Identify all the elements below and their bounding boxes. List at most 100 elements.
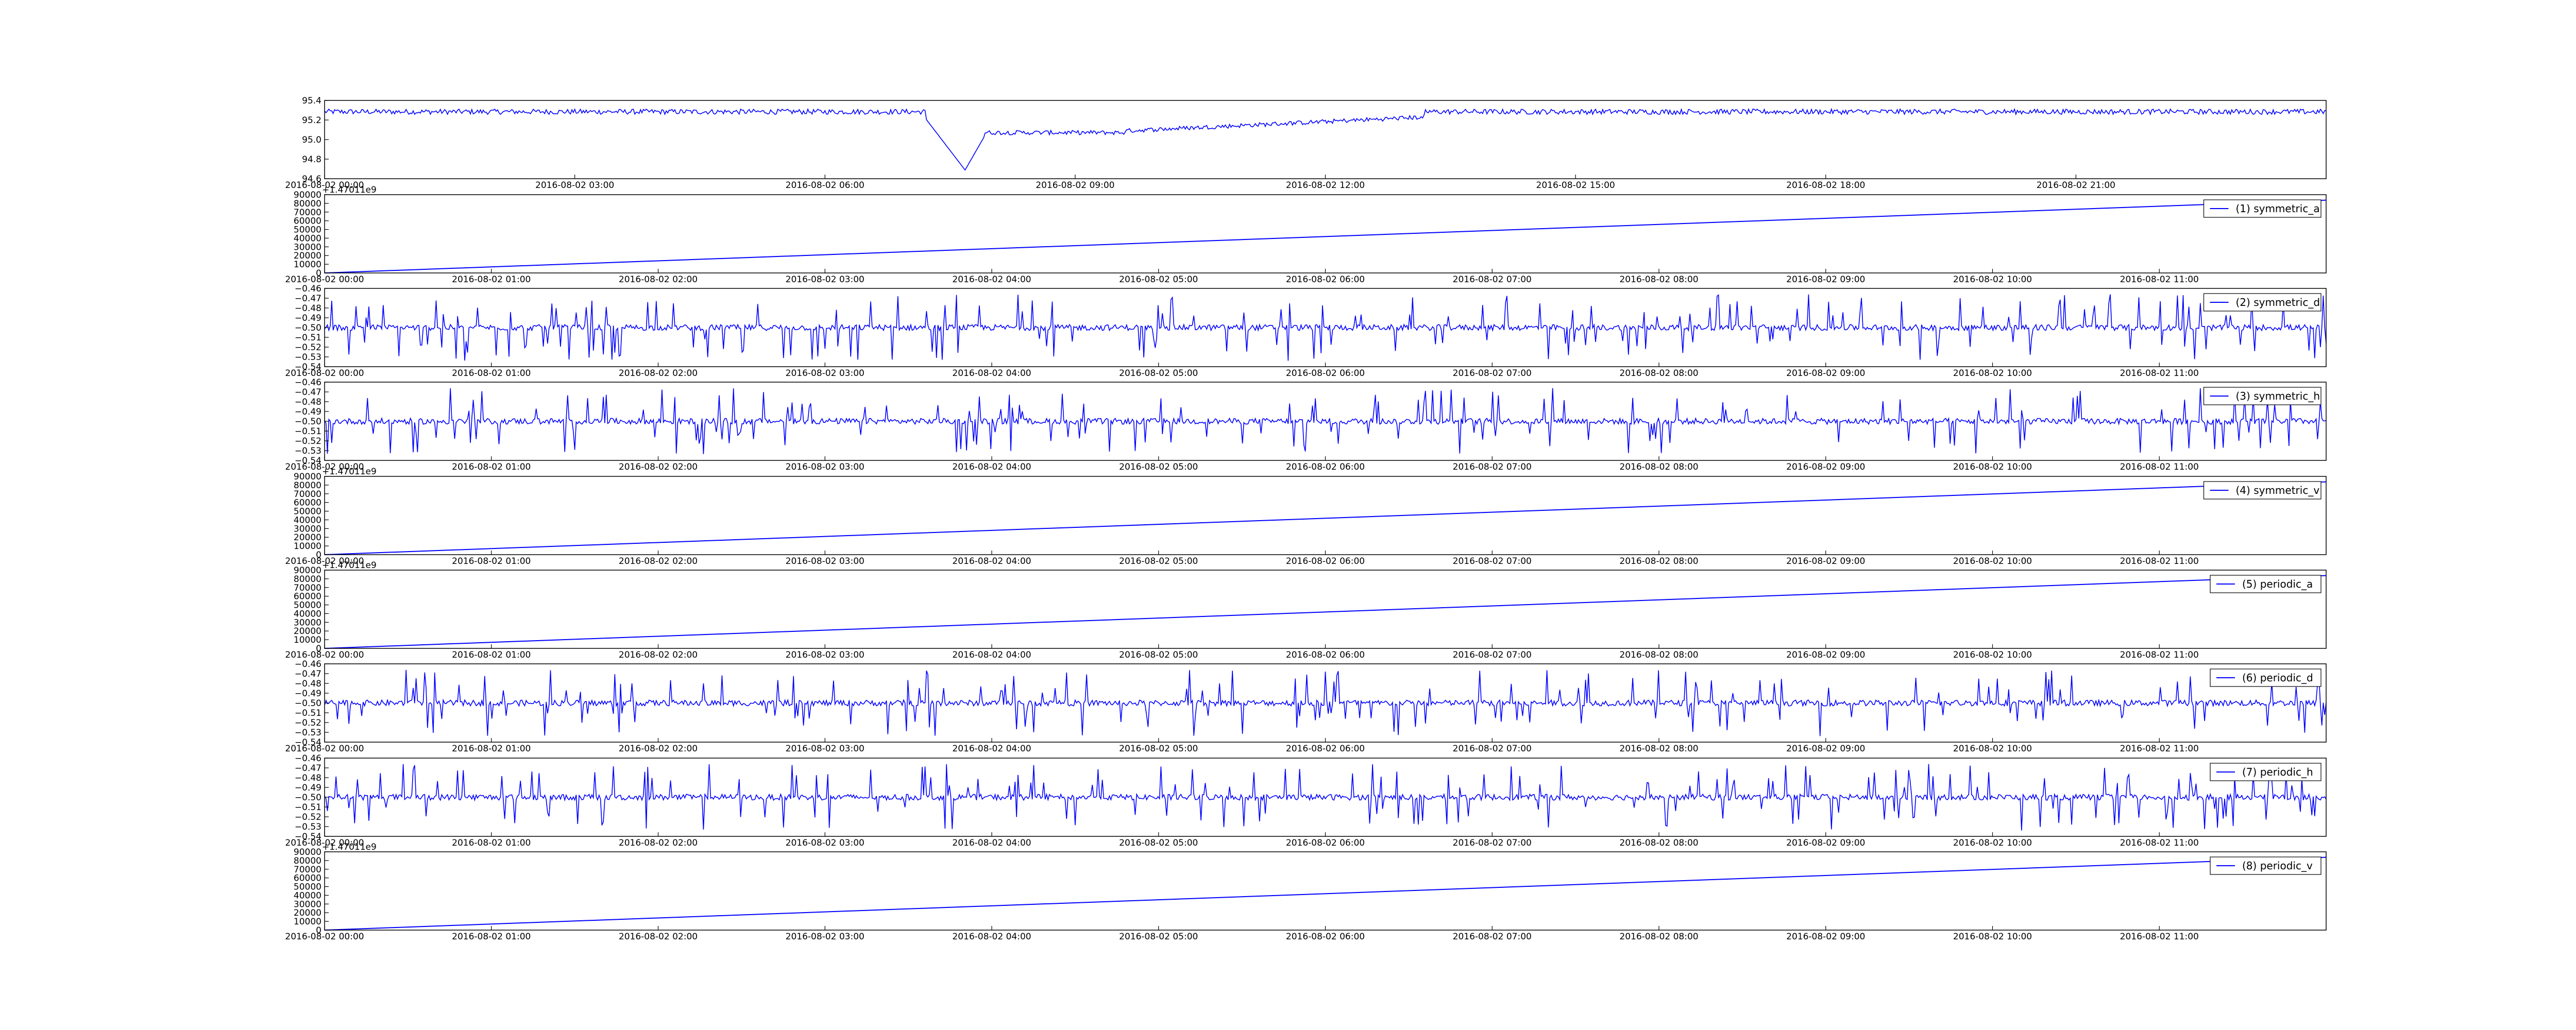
y-tick-label: −0.52 xyxy=(295,342,321,353)
x-tick-label: 2016-08-02 02:00 xyxy=(619,462,698,472)
x-tick-label: 2016-08-02 08:00 xyxy=(1619,838,1698,848)
x-tick-label: 2016-08-02 06:00 xyxy=(786,180,865,191)
x-tick-label: 2016-08-02 05:00 xyxy=(1119,650,1198,660)
x-tick-label: 2016-08-02 09:00 xyxy=(1786,462,1865,472)
x-tick-label: 2016-08-02 03:00 xyxy=(786,838,865,848)
x-offset-text: +1.47011e9 xyxy=(322,842,377,852)
legend: (2) symmetric_d xyxy=(2203,293,2321,312)
x-tick-label: 2016-08-02 04:00 xyxy=(952,744,1031,754)
y-tick-label: 0 xyxy=(316,268,321,279)
x-tick-label: 2016-08-02 05:00 xyxy=(1119,556,1198,566)
legend-label: (6) periodic_d xyxy=(2242,672,2313,684)
y-tick-label: −0.51 xyxy=(295,708,321,718)
x-tick-label: 2016-08-02 15:00 xyxy=(1536,180,1615,191)
x-tick-label: 2016-08-02 09:00 xyxy=(1036,180,1114,191)
y-tick-label: 30000 xyxy=(294,899,321,909)
legend-label: (4) symmetric_v xyxy=(2236,484,2320,496)
x-tick-label: 2016-08-02 04:00 xyxy=(952,368,1031,379)
x-tick-label: 2016-08-02 00:00 xyxy=(285,180,364,191)
y-tick-label: −0.51 xyxy=(295,426,321,437)
axes-frame xyxy=(324,570,2327,649)
x-tick-label: 2016-08-02 18:00 xyxy=(1786,180,1865,191)
y-tick-label: 80000 xyxy=(294,480,321,491)
y-tick-label: 0 xyxy=(316,925,321,936)
axes-frame xyxy=(324,758,2327,837)
y-tick-label: 30000 xyxy=(294,524,321,534)
y-tick-label: −0.47 xyxy=(295,294,321,304)
x-tick-label: 2016-08-02 01:00 xyxy=(452,462,531,472)
x-tick-label: 2016-08-02 11:00 xyxy=(2120,462,2199,472)
y-tick-label: 40000 xyxy=(294,515,321,525)
y-tick-label: −0.46 xyxy=(295,284,321,294)
x-tick-label: 2016-08-02 00:00 xyxy=(285,838,364,848)
legend: (4) symmetric_v xyxy=(2203,481,2321,500)
x-tick-label: 2016-08-02 10:00 xyxy=(1953,274,2032,285)
x-tick-label: 2016-08-02 09:00 xyxy=(1786,932,1865,942)
y-tick-label: 50000 xyxy=(294,600,321,611)
x-tick-label: 2016-08-02 10:00 xyxy=(1953,932,2032,942)
axes-frame xyxy=(324,476,2327,555)
y-tick-label: 90000 xyxy=(294,565,321,576)
series-line xyxy=(324,199,2327,273)
y-tick-label: −0.48 xyxy=(295,773,321,783)
axes-frame xyxy=(324,100,2327,179)
x-tick-label: 2016-08-02 04:00 xyxy=(952,838,1031,848)
x-tick-label: 2016-08-02 06:00 xyxy=(1286,650,1365,660)
x-tick-label: 2016-08-02 11:00 xyxy=(2120,838,2199,848)
axes-frame xyxy=(324,851,2327,931)
y-tick-label: 80000 xyxy=(294,856,321,866)
x-tick-label: 2016-08-02 03:00 xyxy=(786,650,865,660)
y-tick-label: 40000 xyxy=(294,233,321,244)
y-tick-label: 30000 xyxy=(294,617,321,628)
x-tick-label: 2016-08-02 02:00 xyxy=(619,274,698,285)
y-tick-label: −0.47 xyxy=(295,387,321,398)
x-tick-label: 2016-08-02 06:00 xyxy=(1286,932,1365,942)
x-tick-label: 2016-08-02 06:00 xyxy=(1286,368,1365,379)
y-tick-label: −0.53 xyxy=(295,728,321,738)
x-tick-label: 2016-08-02 09:00 xyxy=(1786,556,1865,566)
y-tick-label: −0.54 xyxy=(295,362,321,372)
x-tick-label: 2016-08-02 11:00 xyxy=(2120,556,2199,566)
series-line xyxy=(324,670,2327,736)
y-tick-label: −0.47 xyxy=(295,763,321,774)
y-tick-label: −0.51 xyxy=(295,802,321,813)
legend: (3) symmetric_h xyxy=(2203,387,2321,405)
x-tick-label: 2016-08-02 05:00 xyxy=(1119,932,1198,942)
x-tick-label: 2016-08-02 01:00 xyxy=(452,556,531,566)
y-tick-label: −0.53 xyxy=(295,446,321,456)
x-tick-label: 2016-08-02 02:00 xyxy=(619,932,698,942)
y-tick-label: 40000 xyxy=(294,609,321,619)
y-tick-label: 95.0 xyxy=(302,135,321,145)
y-tick-label: 70000 xyxy=(294,489,321,500)
legend-label: (2) symmetric_d xyxy=(2236,296,2320,308)
y-tick-label: 50000 xyxy=(294,882,321,892)
x-tick-label: 2016-08-02 08:00 xyxy=(1619,650,1698,660)
y-tick-label: −0.54 xyxy=(295,456,321,466)
x-tick-label: 2016-08-02 00:00 xyxy=(285,274,364,285)
x-tick-label: 2016-08-02 11:00 xyxy=(2120,274,2199,285)
x-tick-label: 2016-08-02 04:00 xyxy=(952,274,1031,285)
subplot-9: 0100002000030000400005000060000700008000… xyxy=(285,842,2327,942)
x-tick-label: 2016-08-02 07:00 xyxy=(1453,556,1532,566)
legend: (1) symmetric_a xyxy=(2203,199,2321,218)
axes-frame xyxy=(324,194,2327,273)
x-tick-label: 2016-08-02 06:00 xyxy=(1286,838,1365,848)
y-tick-label: −0.52 xyxy=(295,436,321,447)
series-line xyxy=(324,575,2327,649)
x-tick-label: 2016-08-02 12:00 xyxy=(1286,180,1365,191)
x-tick-label: 2016-08-02 02:00 xyxy=(619,650,698,660)
y-tick-label: −0.53 xyxy=(295,822,321,832)
y-tick-label: −0.49 xyxy=(295,407,321,417)
x-tick-label: 2016-08-02 00:00 xyxy=(285,462,364,472)
subplot-3: −0.54−0.53−0.52−0.51−0.50−0.49−0.48−0.47… xyxy=(285,284,2327,379)
x-tick-label: 2016-08-02 10:00 xyxy=(1953,556,2032,566)
y-tick-label: 70000 xyxy=(294,208,321,218)
y-tick-label: 50000 xyxy=(294,507,321,517)
y-tick-label: 50000 xyxy=(294,225,321,235)
y-tick-label: 60000 xyxy=(294,873,321,884)
y-tick-label: −0.48 xyxy=(295,397,321,407)
x-tick-label: 2016-08-02 08:00 xyxy=(1619,368,1698,379)
y-tick-label: 60000 xyxy=(294,498,321,508)
y-tick-label: 20000 xyxy=(294,908,321,918)
y-tick-label: −0.46 xyxy=(295,659,321,670)
